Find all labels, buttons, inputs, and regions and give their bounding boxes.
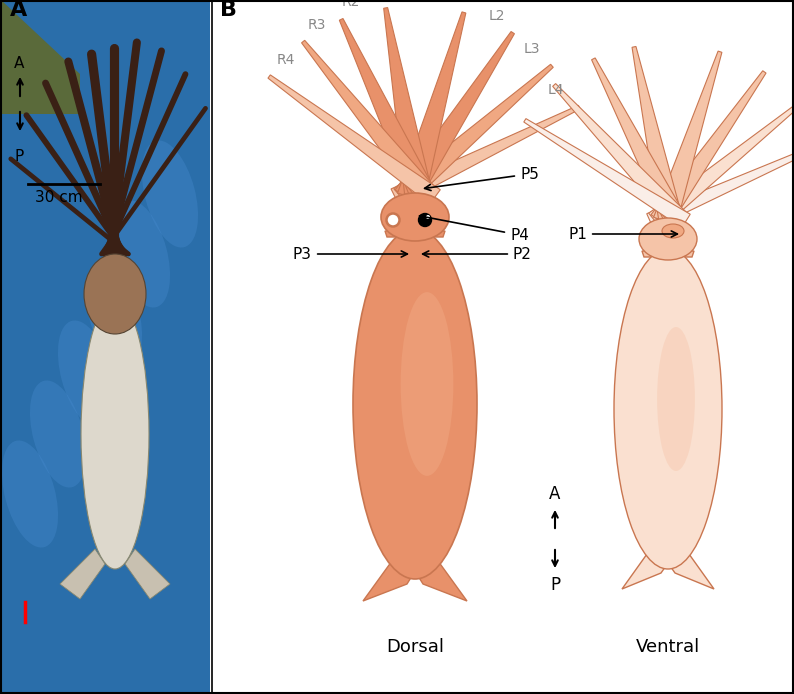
Ellipse shape [2,441,58,548]
Ellipse shape [614,249,722,569]
Text: P3: P3 [293,246,407,262]
Text: A: A [10,0,27,20]
Text: R3: R3 [307,17,326,31]
Polygon shape [302,40,437,204]
Ellipse shape [114,201,170,307]
Ellipse shape [426,215,430,219]
Polygon shape [653,51,722,225]
Polygon shape [60,549,105,599]
Text: B: B [220,0,237,20]
Ellipse shape [401,292,453,476]
Polygon shape [268,75,441,204]
Text: P: P [14,149,23,164]
Ellipse shape [657,327,695,471]
Ellipse shape [84,254,146,334]
Text: L3: L3 [523,42,540,56]
Polygon shape [415,554,467,601]
Polygon shape [668,547,714,589]
Text: Dorsal: Dorsal [386,638,444,656]
Text: Ventral: Ventral [636,638,700,656]
Ellipse shape [639,218,697,260]
Polygon shape [524,119,690,228]
Text: P5: P5 [425,167,539,191]
Text: P4: P4 [419,214,529,242]
Polygon shape [384,8,433,199]
Polygon shape [1,0,80,114]
Ellipse shape [418,214,431,226]
Ellipse shape [381,193,449,241]
Polygon shape [394,65,553,205]
Ellipse shape [353,229,477,579]
Text: P2: P2 [422,246,532,262]
Ellipse shape [30,380,86,487]
Text: R2: R2 [341,0,360,9]
Text: A: A [14,56,25,71]
Ellipse shape [662,224,684,238]
Text: L4: L4 [548,83,565,97]
Polygon shape [363,554,415,601]
Ellipse shape [81,299,149,569]
Polygon shape [642,251,694,257]
Polygon shape [339,19,436,203]
Polygon shape [651,71,766,228]
Text: P1: P1 [569,226,677,242]
Ellipse shape [58,321,114,428]
Bar [1,1,210,693]
Text: 30 cm: 30 cm [35,190,83,205]
Polygon shape [592,58,686,226]
Text: R4: R4 [276,53,295,67]
Ellipse shape [86,260,142,368]
Polygon shape [632,46,683,223]
Polygon shape [391,105,580,205]
Polygon shape [125,549,170,599]
Polygon shape [398,12,466,201]
Text: L2: L2 [488,8,505,23]
Text: P: P [550,576,560,594]
Text: L1: L1 [442,0,459,3]
Ellipse shape [387,214,399,226]
Polygon shape [385,231,445,237]
Ellipse shape [142,140,198,248]
Polygon shape [649,103,794,229]
Polygon shape [622,547,668,589]
Polygon shape [395,31,515,204]
Text: A: A [549,485,561,503]
Polygon shape [647,142,794,228]
Polygon shape [553,83,688,228]
